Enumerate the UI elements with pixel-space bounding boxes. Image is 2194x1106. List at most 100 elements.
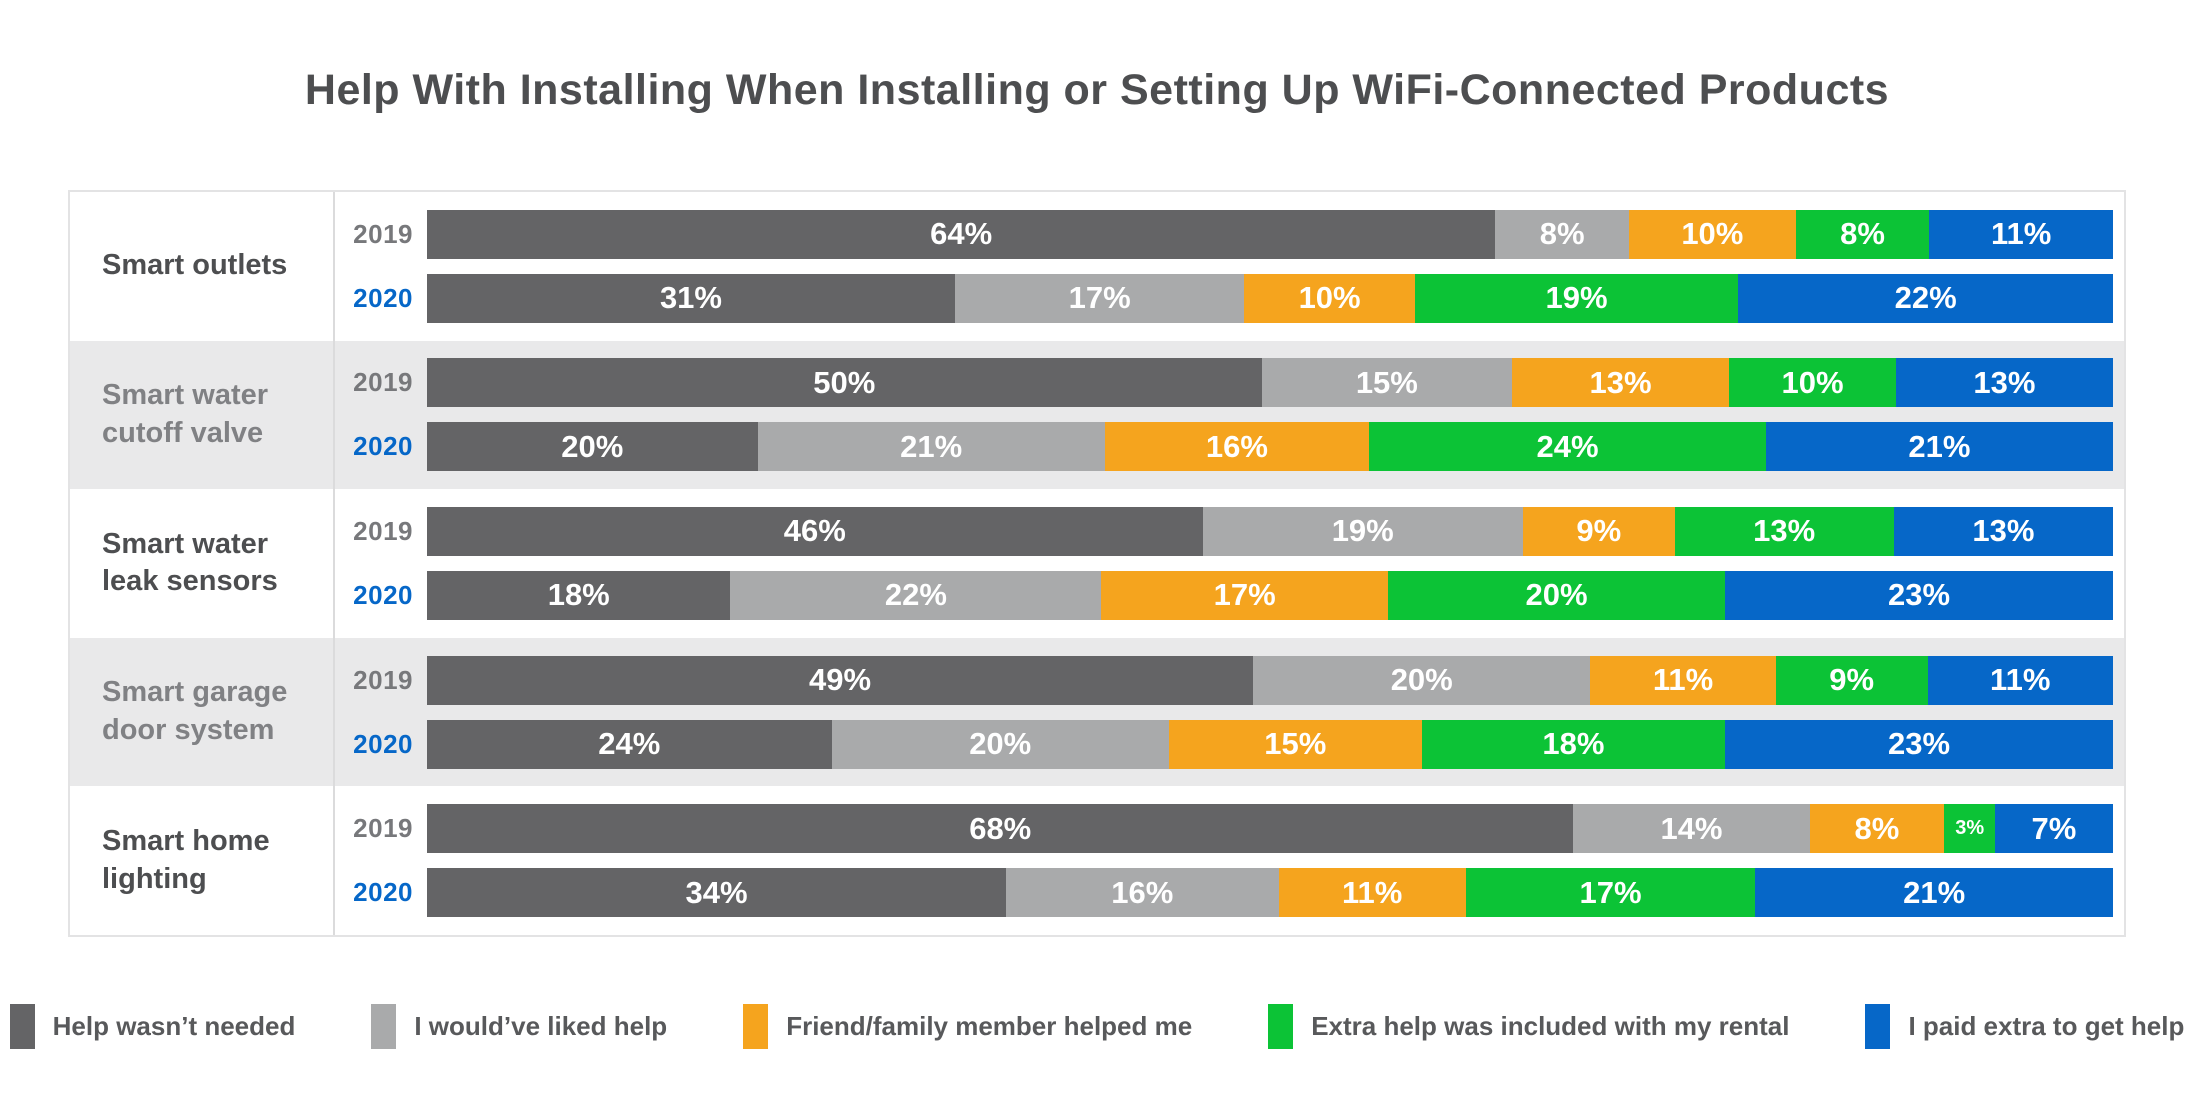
bar-line: 2020 24% 20% 15% 18% 23% bbox=[335, 719, 2113, 769]
segment-value-label: 31% bbox=[659, 280, 722, 316]
stacked-bar: 24% 20% 15% 18% 23% bbox=[427, 719, 2113, 769]
bar-segment: 50% bbox=[427, 358, 1262, 408]
bar-segment: 24% bbox=[1369, 422, 1766, 472]
bar-segment: 13% bbox=[1893, 506, 2113, 556]
bar-segment: 46% bbox=[427, 506, 1203, 556]
bar-segment: 18% bbox=[427, 570, 731, 620]
segment-value-label: 3% bbox=[1955, 817, 1985, 840]
bar-segment: 11% bbox=[1927, 655, 2113, 705]
category-label: Smart outlets bbox=[70, 192, 335, 341]
bar-line: 2019 50% 15% 13% 10% 13% bbox=[335, 358, 2113, 408]
stacked-bar: 49% 20% 11% 9% 11% bbox=[427, 655, 2113, 705]
segment-value-label: 17% bbox=[1068, 280, 1131, 316]
stacked-bar: 68% 14% 8% 3% 7% bbox=[427, 804, 2113, 854]
category-label: Smart water leak sensors bbox=[70, 489, 335, 638]
segment-value-label: 20% bbox=[1390, 662, 1453, 698]
legend-swatch bbox=[9, 1004, 35, 1049]
bar-segment: 17% bbox=[1101, 570, 1388, 620]
bar-segment: 10% bbox=[1244, 273, 1415, 323]
category-label: Smart home lighting bbox=[70, 786, 335, 935]
bar-segment: 16% bbox=[1104, 422, 1370, 472]
segment-value-label: 20% bbox=[561, 428, 624, 464]
bar-segment: 15% bbox=[1168, 719, 1422, 769]
segment-value-label: 22% bbox=[884, 577, 947, 613]
bar-segment: 21% bbox=[1765, 422, 2113, 472]
segment-value-label: 20% bbox=[1525, 577, 1588, 613]
bar-line: 2020 20% 21% 16% 24% 21% bbox=[335, 422, 2113, 472]
bar-line: 2019 64% 8% 10% 8% 11% bbox=[335, 209, 2113, 259]
segment-value-label: 13% bbox=[1973, 364, 2036, 400]
legend-swatch bbox=[1865, 1004, 1891, 1049]
bar-segment: 31% bbox=[427, 273, 955, 323]
bar-segment: 13% bbox=[1512, 358, 1730, 408]
bar-segment: 11% bbox=[1929, 209, 2113, 259]
bar-segment: 20% bbox=[1253, 655, 1591, 705]
category-label: Smart garage door system bbox=[70, 637, 335, 787]
bar-segment: 14% bbox=[1573, 804, 1810, 854]
stacked-bar: 34% 16% 11% 17% 21% bbox=[427, 868, 2113, 918]
segment-value-label: 15% bbox=[1355, 364, 1418, 400]
segment-value-label: 11% bbox=[1341, 874, 1403, 910]
chart-title: Help With Installing When Installing or … bbox=[304, 66, 1890, 114]
year-label: 2019 bbox=[353, 367, 413, 398]
bar-segment: 49% bbox=[427, 655, 1254, 705]
bar-segment: 13% bbox=[1674, 506, 1894, 556]
segment-value-label: 20% bbox=[969, 726, 1032, 762]
segment-value-label: 21% bbox=[1908, 428, 1971, 464]
segment-value-label: 10% bbox=[1681, 216, 1744, 252]
stacked-bar: 46% 19% 9% 13% 13% bbox=[427, 506, 2113, 556]
bar-segment: 22% bbox=[1738, 273, 2113, 323]
bars-cell: 2019 64% 8% 10% 8% 11% 2020 31% 17% 10% 19% 22% bbox=[335, 192, 2124, 341]
segment-value-label: 15% bbox=[1264, 726, 1327, 762]
stacked-bar: 31% 17% 10% 19% 22% bbox=[427, 273, 2113, 323]
segment-value-label: 17% bbox=[1579, 874, 1642, 910]
bar-segment: 7% bbox=[1994, 804, 2113, 854]
segment-value-label: 10% bbox=[1781, 364, 1844, 400]
bar-segment: 20% bbox=[1387, 570, 1726, 620]
segment-value-label: 23% bbox=[1888, 577, 1951, 613]
bar-segment: 19% bbox=[1414, 273, 1739, 323]
segment-value-label: 50% bbox=[813, 364, 876, 400]
bar-line: 2020 18% 22% 17% 20% 23% bbox=[335, 570, 2113, 620]
segment-value-label: 23% bbox=[1888, 726, 1951, 762]
bar-segment: 19% bbox=[1202, 506, 1523, 556]
segment-value-label: 21% bbox=[1903, 874, 1966, 910]
stacked-bar: 20% 21% 16% 24% 21% bbox=[427, 422, 2113, 472]
bar-line: 2020 31% 17% 10% 19% 22% bbox=[335, 273, 2113, 323]
segment-value-label: 13% bbox=[1589, 364, 1652, 400]
year-label: 2019 bbox=[353, 813, 413, 844]
segment-value-label: 8% bbox=[1854, 810, 1900, 846]
year-label: 2020 bbox=[353, 877, 413, 908]
segment-value-label: 18% bbox=[1542, 726, 1605, 762]
segment-value-label: 18% bbox=[547, 577, 610, 613]
segment-value-label: 19% bbox=[1331, 513, 1394, 549]
bar-segment: 17% bbox=[954, 273, 1245, 323]
bar-line: 2019 49% 20% 11% 9% 11% bbox=[335, 655, 2113, 705]
legend-item: Extra help was included with my rental bbox=[1268, 1004, 1789, 1049]
year-label: 2020 bbox=[353, 579, 413, 610]
legend-item: Help wasn’t needed bbox=[9, 1004, 296, 1049]
segment-value-label: 17% bbox=[1213, 577, 1276, 613]
bar-segment: 9% bbox=[1775, 655, 1928, 705]
chart-frame: Smart outlets 2019 64% 8% 10% 8% 11% 2020 31% 17%… bbox=[68, 190, 2126, 937]
segment-value-label: 22% bbox=[1894, 280, 1957, 316]
segment-value-label: 8% bbox=[1539, 216, 1585, 252]
segment-value-label: 64% bbox=[930, 216, 993, 252]
bar-segment: 11% bbox=[1590, 655, 1776, 705]
segment-value-label: 11% bbox=[1990, 216, 2052, 252]
bar-segment: 10% bbox=[1729, 358, 1896, 408]
bars-cell: 2019 50% 15% 13% 10% 13% 2020 20% 21% 16% 24% 21% bbox=[335, 341, 2124, 490]
segment-value-label: 24% bbox=[598, 726, 661, 762]
bar-segment: 64% bbox=[427, 209, 1496, 259]
segment-value-label: 16% bbox=[1205, 428, 1268, 464]
legend-label: Help wasn’t needed bbox=[52, 1011, 296, 1041]
year-label: 2020 bbox=[353, 728, 413, 759]
chart-row: Smart outlets 2019 64% 8% 10% 8% 11% 2020 31% 17%… bbox=[70, 192, 2124, 341]
segment-value-label: 68% bbox=[969, 810, 1032, 846]
bar-line: 2019 68% 14% 8% 3% 7% bbox=[335, 804, 2113, 854]
bar-segment: 34% bbox=[427, 868, 1007, 918]
legend-label: Extra help was included with my rental bbox=[1311, 1011, 1790, 1041]
bar-line: 2019 46% 19% 9% 13% 13% bbox=[335, 506, 2113, 556]
year-label: 2019 bbox=[353, 218, 413, 249]
segment-value-label: 49% bbox=[809, 662, 872, 698]
